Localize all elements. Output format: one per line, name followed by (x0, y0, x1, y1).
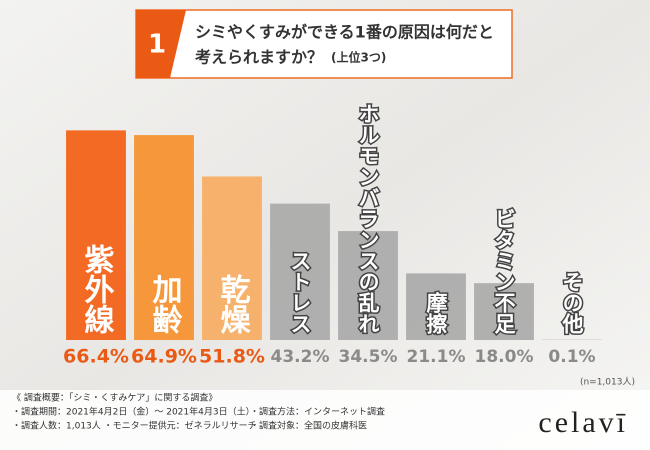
bar (134, 135, 194, 340)
footer-band (0, 390, 650, 450)
category-label: その他 (560, 271, 585, 335)
value-label: 51.8% (199, 346, 265, 368)
value-label: 0.1% (548, 347, 595, 367)
footer-item: ・調査期間：2021年4月2日（金）〜 2021年4月3日（土） (12, 406, 255, 418)
value-label: 34.5% (339, 347, 398, 367)
header-badge (136, 10, 186, 78)
category-label: 摩擦 (424, 291, 448, 334)
footer-item: ・調査人数：1,013人 ・モニター提供元：ゼネラルリサーチ (12, 420, 257, 432)
footer-item: ・調査方法：インターネット調査 (250, 406, 385, 418)
bar (338, 231, 398, 340)
category-label: 加齢 (147, 274, 183, 334)
value-label: 43.2% (271, 347, 330, 367)
category-label: ビタミン不足 (492, 208, 516, 335)
bar (474, 283, 534, 340)
footer-item: ・調査対象：全国の皮膚科医 (250, 420, 367, 432)
value-label: 21.1% (407, 347, 466, 367)
category-label: 紫外線 (79, 244, 115, 334)
category-label: ストレス (288, 250, 312, 334)
bar (202, 176, 262, 340)
header-title: 考えられますか？ (195, 48, 323, 67)
value-label: 66.4% (63, 346, 129, 368)
header-title: シミやくすみができる1番の原因は何だと (195, 23, 494, 42)
note: (n=1,013人) (580, 377, 635, 388)
header-number: 1 (148, 30, 166, 60)
value-label: 18.0% (475, 347, 534, 367)
bar (66, 130, 126, 340)
footer-heading: 《 調査概要：「シミ・くすみケア」に関する調査》 (12, 392, 217, 404)
logo: celavī (538, 406, 628, 439)
header-subtitle: (上位3つ) (331, 50, 386, 65)
header-box (135, 9, 513, 79)
bar (270, 203, 330, 340)
bar (406, 273, 466, 340)
category-label: 乾燥 (215, 274, 251, 335)
category-label: ホルモンバランスの乱れ (356, 103, 380, 334)
value-label: 64.9% (131, 346, 197, 368)
plot: 紫外線 66.4% 加齢 64.9% 乾燥 51.8% ストレス 43.2% ホルモンバランスの… (63, 102, 602, 368)
